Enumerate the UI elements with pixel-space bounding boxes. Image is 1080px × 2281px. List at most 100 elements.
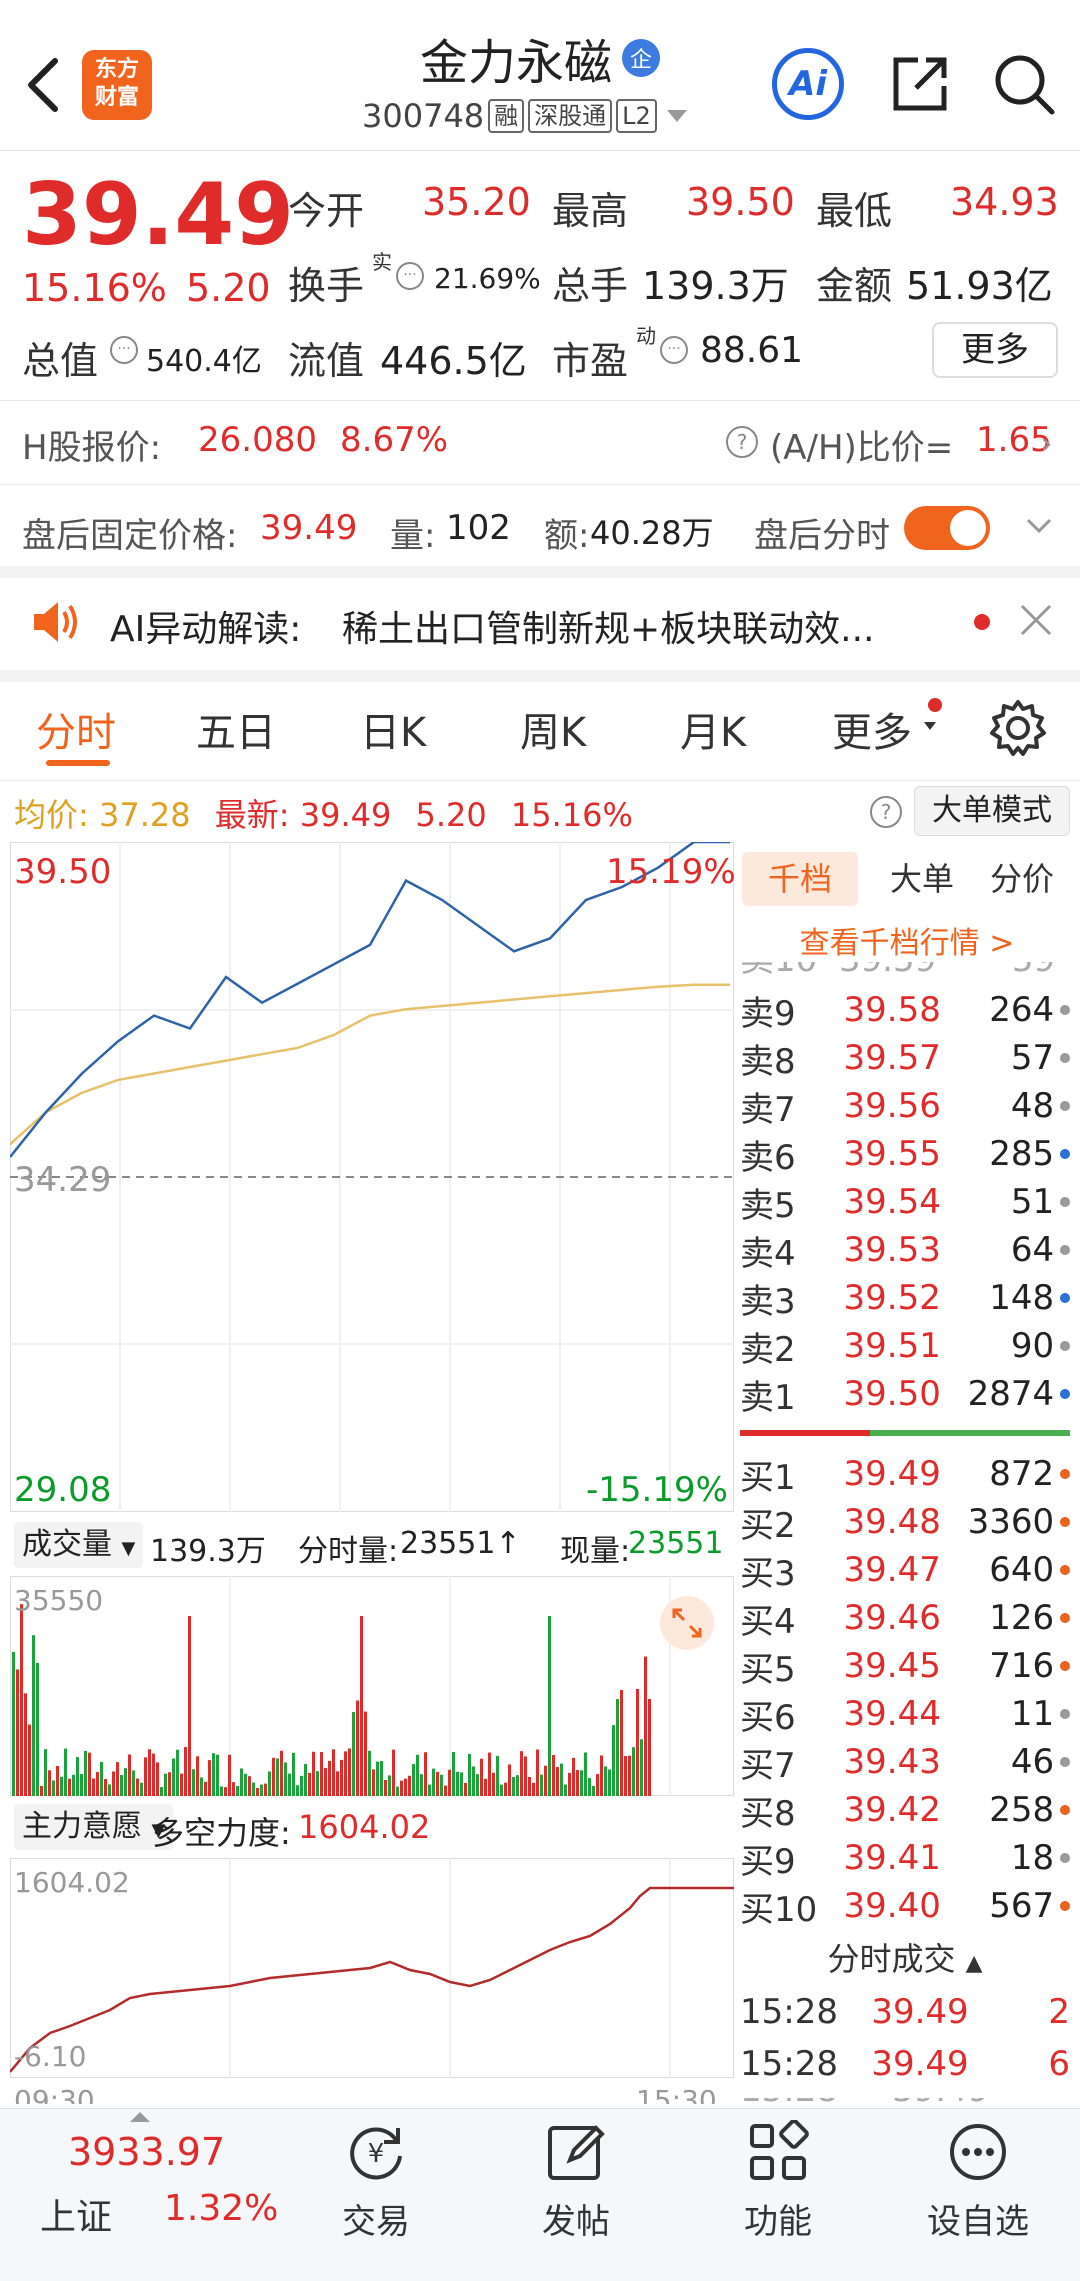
nav-functions-label: 功能 — [744, 2202, 812, 2242]
intraday-chart[interactable] — [10, 842, 734, 1512]
ah-ratio-value[interactable]: 1.65 — [976, 420, 1052, 460]
tab-more[interactable]: 更多 — [832, 710, 912, 756]
tab-monthly-k[interactable]: 月K — [680, 710, 747, 756]
expand-icon[interactable] — [660, 1596, 714, 1650]
volume-label: 成交量 — [22, 1527, 112, 1562]
caret-up-icon — [130, 2112, 150, 2122]
volume-bar — [84, 1750, 87, 1796]
force-line — [10, 1886, 734, 2073]
volume-bar — [532, 1782, 535, 1796]
bid-level: 买8 — [740, 1793, 796, 1834]
volume-bar — [72, 1774, 75, 1796]
more-button[interactable]: 更多 — [932, 322, 1058, 378]
bid-volume: 872 — [989, 1454, 1055, 1494]
tab-five-day[interactable]: 五日 — [196, 710, 276, 756]
search-icon[interactable] — [988, 48, 1060, 120]
bid-row[interactable]: 买9 39.41 18 — [740, 1834, 1070, 1882]
close-icon[interactable] — [1018, 602, 1054, 642]
volume-bar — [476, 1774, 479, 1796]
ask-row[interactable]: 卖8 39.57 57 — [740, 1034, 1070, 1082]
bid-row[interactable]: 买8 39.42 258 — [740, 1786, 1070, 1834]
volume-bar — [640, 1739, 643, 1796]
ask-row[interactable]: 卖4 39.53 64 — [740, 1226, 1070, 1274]
orderbook-tab-price[interactable]: 分价 — [989, 860, 1054, 898]
afterhours-label: 盘后固定价格: — [22, 516, 238, 556]
share-icon[interactable] — [884, 48, 956, 120]
bid-row[interactable]: 买6 39.44 11 — [740, 1690, 1070, 1738]
chart-top-pct: 15.19% — [606, 852, 736, 892]
volume-bar — [140, 1782, 143, 1796]
ask-row[interactable]: 卖5 39.54 51 — [740, 1178, 1070, 1226]
tab-weekly-k[interactable]: 周K — [520, 710, 587, 756]
bid-row[interactable]: 买10 39.40 567 — [740, 1882, 1070, 1930]
orderbook-tab-large[interactable]: 大单 — [889, 860, 954, 898]
bid-volume: 126 — [989, 1598, 1055, 1638]
chevron-down-icon[interactable] — [1022, 508, 1056, 546]
volume-bar — [420, 1774, 423, 1796]
bid-dot — [1060, 1469, 1070, 1479]
ask-row[interactable]: 卖7 39.56 48 — [740, 1082, 1070, 1130]
trades-header[interactable]: 分时成交 ▲ — [740, 1934, 1070, 1980]
settings-gear-icon[interactable] — [988, 698, 1048, 762]
pe-value: 88.61 — [700, 330, 804, 371]
tab-daily-k[interactable]: 日K — [360, 710, 427, 756]
ai-button[interactable]: Ai — [772, 48, 844, 120]
volume-bar — [404, 1778, 407, 1796]
ask-row[interactable]: 卖6 39.55 285 — [740, 1130, 1070, 1178]
afterhours-toggle[interactable] — [904, 506, 990, 550]
volume-bar — [576, 1770, 579, 1796]
afterhours-toggle-label: 盘后分时 — [754, 516, 890, 556]
trade-time: 15:28 — [740, 1992, 838, 2032]
ask-row[interactable]: 卖2 39.51 90 — [740, 1322, 1070, 1370]
big-order-mode-button[interactable]: 大单模式 — [914, 786, 1070, 836]
bid-row[interactable]: 买1 39.49 872 — [740, 1450, 1070, 1498]
volume-bar — [396, 1786, 399, 1796]
help-icon[interactable]: ? — [870, 796, 902, 828]
volume-label: 总手 — [552, 264, 629, 308]
chart-top-price: 39.50 — [14, 852, 112, 892]
nav-functions[interactable]: 功能 — [708, 2120, 848, 2243]
trade-time: 15:28 — [740, 2044, 838, 2084]
bid-row[interactable]: 买5 39.45 716 — [740, 1642, 1070, 1690]
caret-down-icon: ▼ — [121, 1538, 136, 1559]
ask-row[interactable]: 卖9 39.58 264 — [740, 986, 1070, 1034]
ask-dot — [1060, 1149, 1070, 1159]
tab-intraday[interactable]: 分时 — [36, 710, 116, 756]
index-value[interactable]: 3933.97 — [68, 2130, 226, 2174]
bid-row[interactable]: 买7 39.43 46 — [740, 1738, 1070, 1786]
ask-price: 39.53 — [843, 1230, 941, 1270]
chevron-right-icon[interactable]: › — [1040, 424, 1053, 462]
orderbook-link[interactable]: 查看千档行情 > — [799, 926, 1015, 961]
bid-row[interactable]: 买2 39.48 3360 — [740, 1498, 1070, 1546]
info-circle-icon[interactable]: ··· — [110, 336, 138, 364]
volume-bar — [468, 1753, 471, 1796]
main-force-dropdown[interactable]: 主力意愿 ▼ — [14, 1804, 174, 1850]
orderbook-clipped-row: 卖10 39.59 59 — [740, 962, 1070, 978]
volume-bar — [512, 1776, 515, 1796]
ai-banner-text[interactable]: 稀土出口管制新规+板块联动效... — [342, 609, 875, 650]
bid-row[interactable]: 买3 39.47 640 — [740, 1546, 1070, 1594]
bid-volume: 18 — [1010, 1838, 1055, 1878]
ask-volume: 48 — [1010, 1086, 1055, 1126]
volume-dropdown[interactable]: 成交量 ▼ — [14, 1522, 144, 1568]
help-icon[interactable]: ? — [726, 426, 758, 458]
tab-more-dot — [928, 698, 942, 712]
back-icon[interactable] — [18, 50, 68, 120]
nav-trade[interactable]: ¥ 交易 — [306, 2120, 446, 2243]
volume-bar — [284, 1762, 287, 1796]
volume-chart[interactable] — [10, 1576, 734, 1796]
nav-post[interactable]: 发帖 — [506, 2120, 646, 2243]
volume-bar — [544, 1765, 547, 1796]
info-circle-icon[interactable]: ··· — [396, 262, 424, 290]
orderbook-tab-depth[interactable]: 千档 — [742, 852, 858, 906]
ask-row[interactable]: 卖3 39.52 148 — [740, 1274, 1070, 1322]
volume-bar — [56, 1765, 59, 1796]
info-circle-icon[interactable]: ··· — [660, 336, 688, 364]
bid-volume: 46 — [1010, 1742, 1055, 1782]
main-force-chart[interactable] — [10, 1858, 734, 2078]
chevron-down-icon[interactable] — [666, 110, 687, 122]
ask-row[interactable]: 卖1 39.50 2874 — [740, 1370, 1070, 1418]
nav-add-watchlist[interactable]: 设自选 — [908, 2120, 1048, 2243]
volume-bar — [392, 1749, 395, 1796]
bid-row[interactable]: 买4 39.46 126 — [740, 1594, 1070, 1642]
